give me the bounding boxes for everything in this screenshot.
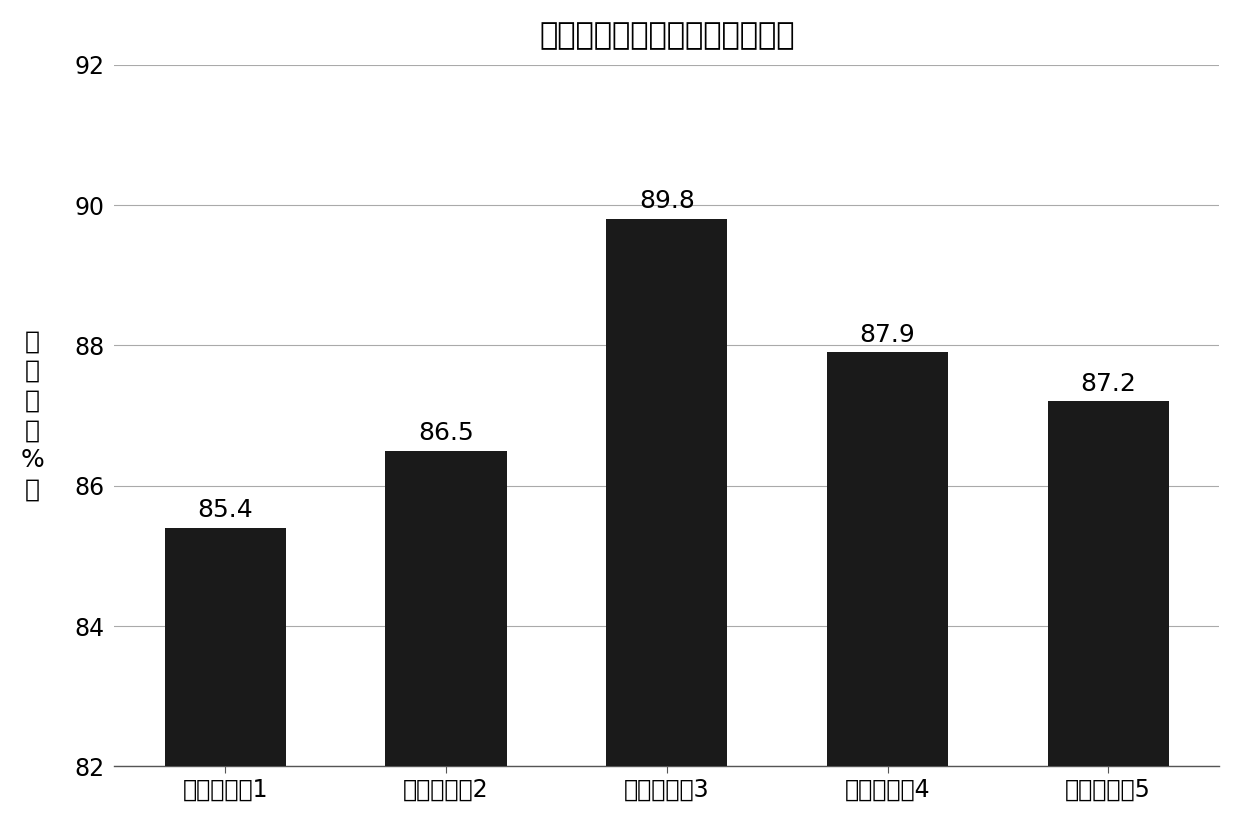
Text: 87.2: 87.2 bbox=[1080, 372, 1136, 396]
Bar bbox=[165, 528, 286, 766]
Bar bbox=[606, 219, 728, 766]
Title: 不同复合酶制剂对出油率的影响: 不同复合酶制剂对出油率的影响 bbox=[539, 21, 795, 50]
Y-axis label: 出
油
率
（
%
）: 出 油 率 （ % ） bbox=[21, 329, 45, 502]
Bar bbox=[1048, 402, 1169, 766]
Text: 85.4: 85.4 bbox=[197, 498, 253, 522]
Text: 87.9: 87.9 bbox=[859, 323, 915, 346]
Text: 86.5: 86.5 bbox=[418, 421, 474, 445]
Bar bbox=[386, 451, 507, 766]
Bar bbox=[827, 352, 949, 766]
Text: 89.8: 89.8 bbox=[639, 189, 694, 213]
